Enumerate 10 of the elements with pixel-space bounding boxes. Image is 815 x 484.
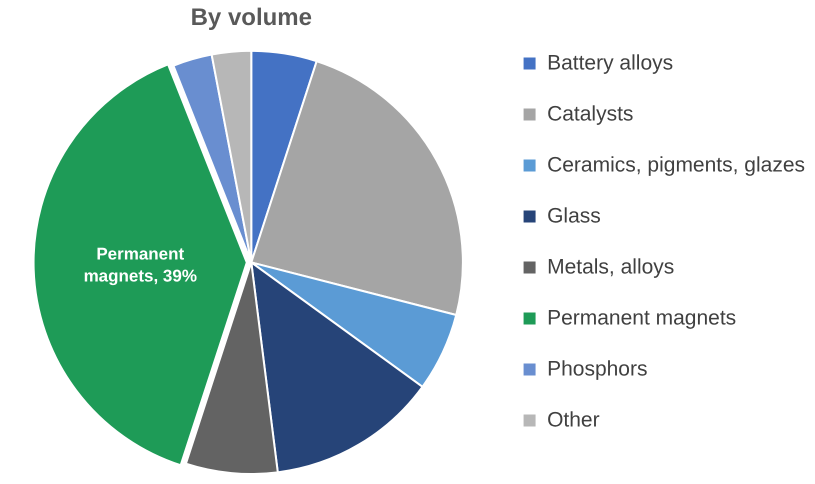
legend-label: Other <box>547 408 600 432</box>
legend-label: Phosphors <box>547 357 648 380</box>
legend-label: Ceramics, pigments, glazes <box>547 153 806 176</box>
data-label: Permanent magnets, 39% <box>84 244 197 286</box>
legend-label: Permanent magnets <box>547 306 736 330</box>
legend-label: Glass <box>547 204 601 228</box>
chart-title: By volume <box>190 4 312 32</box>
legend-label: Battery alloys <box>547 51 674 74</box>
legend-label: Catalysts <box>547 102 634 126</box>
legend-label: Metals, alloys <box>547 255 674 278</box>
